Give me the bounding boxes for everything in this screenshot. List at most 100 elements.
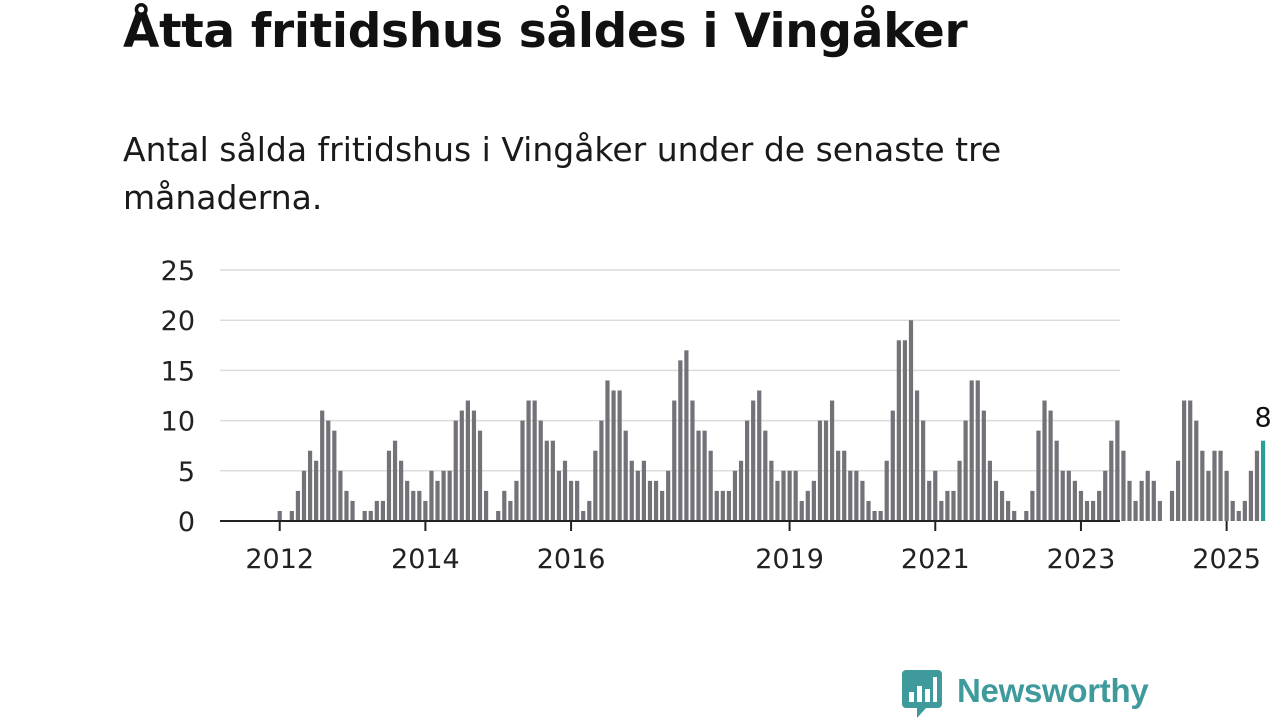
bar (538, 420, 543, 521)
bar (1230, 500, 1235, 521)
bar (866, 500, 871, 521)
bar (587, 500, 592, 521)
bar-highlight (1260, 440, 1266, 521)
bar (1030, 490, 1035, 521)
bar (951, 490, 956, 521)
bar (811, 480, 816, 521)
bar (483, 490, 489, 521)
bar (933, 470, 938, 521)
bar (1133, 500, 1138, 521)
bar (647, 480, 653, 521)
bar (1212, 450, 1217, 521)
bar (423, 500, 428, 521)
bar (751, 400, 756, 521)
bar (927, 480, 932, 521)
bar (672, 400, 677, 521)
bar (392, 440, 398, 521)
bar (435, 480, 440, 521)
bar (1024, 510, 1029, 521)
bar (690, 400, 695, 521)
bar (544, 440, 549, 521)
x-axis-ticks: 2012 2014 2016 2019 2021 2023 2025 (245, 521, 1261, 575)
y-tick-label: 0 (178, 507, 195, 538)
bar (332, 430, 337, 521)
bar (399, 460, 404, 521)
bar (459, 410, 464, 521)
bar (805, 490, 810, 521)
x-tick-label: 2023 (1047, 544, 1116, 575)
bar (1090, 500, 1096, 521)
bar (981, 410, 986, 521)
chart-subtitle: Antal sålda fritidshus i Vingåker under … (123, 130, 1002, 217)
bar (999, 490, 1005, 521)
bar (562, 460, 568, 521)
bar (793, 470, 798, 521)
bar (338, 470, 343, 521)
bar (745, 420, 750, 521)
bar (678, 360, 683, 521)
bar (775, 480, 780, 521)
bar (963, 420, 968, 521)
newsworthy-logo: Newsworthy (902, 670, 1149, 720)
bar (1145, 470, 1150, 521)
bar (641, 460, 647, 521)
bar (1151, 480, 1156, 521)
bar (611, 390, 616, 521)
bar (1188, 400, 1193, 521)
bar (878, 510, 883, 521)
x-tick-label: 2021 (901, 544, 970, 575)
bar (581, 510, 586, 521)
bar (1078, 490, 1084, 521)
bar (344, 490, 349, 521)
bar (502, 490, 507, 521)
bar (374, 500, 379, 521)
bar (380, 500, 385, 521)
bar (1006, 500, 1011, 521)
bar (726, 490, 731, 521)
x-tick-label: 2012 (245, 544, 314, 575)
bar (629, 460, 634, 521)
bar (295, 490, 301, 521)
bar (653, 480, 659, 521)
bar (720, 490, 725, 521)
bar (568, 480, 574, 521)
bar (1218, 450, 1223, 521)
bar (763, 430, 768, 521)
bar (908, 320, 914, 521)
bar (914, 390, 920, 521)
bar (769, 460, 774, 521)
bar (1254, 450, 1260, 521)
bar (471, 410, 477, 521)
y-axis-ticks: 0 5 10 15 20 25 (161, 256, 195, 538)
x-tick-label: 2016 (537, 544, 606, 575)
bar (1200, 450, 1205, 521)
bar (1139, 480, 1144, 521)
chart-title: Åtta fritidshus såldes i Vingåker (123, 4, 968, 59)
y-tick-label: 20 (161, 306, 195, 337)
bar (836, 450, 841, 521)
bar (307, 450, 313, 521)
bar (1157, 500, 1162, 521)
bar (1115, 420, 1120, 521)
bar (781, 470, 786, 521)
bar (1242, 500, 1247, 521)
bar (1182, 400, 1187, 521)
bar (890, 410, 895, 521)
bar (757, 390, 762, 521)
bar (386, 450, 392, 521)
bar (975, 380, 980, 521)
bar (848, 470, 853, 521)
bar (660, 490, 665, 521)
x-tick-label: 2019 (755, 544, 824, 575)
bar (417, 490, 422, 521)
bar (289, 510, 294, 521)
bar (684, 350, 689, 521)
bar (1206, 470, 1211, 521)
bar (896, 340, 901, 521)
bar (314, 460, 319, 521)
bar (441, 470, 446, 521)
bar (860, 480, 865, 521)
bar (320, 410, 325, 521)
bar (405, 480, 410, 521)
